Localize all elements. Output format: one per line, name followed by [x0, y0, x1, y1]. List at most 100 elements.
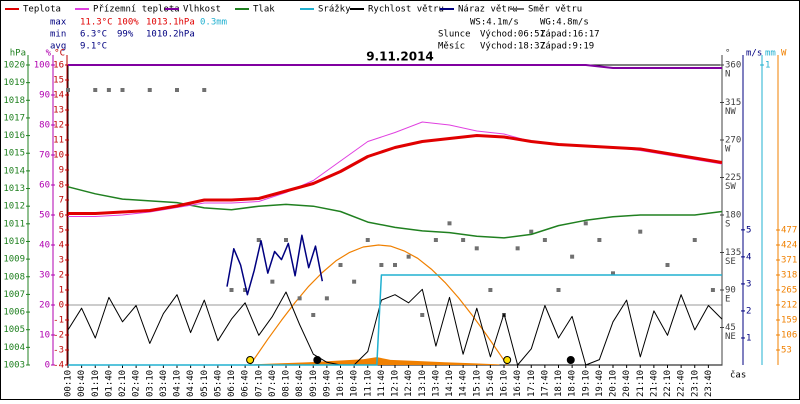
scatter-point: [106, 88, 111, 92]
y-tick-label: 3: [746, 279, 751, 289]
scatter-point: [665, 263, 670, 267]
stat-value: 1010.2hPa: [146, 30, 195, 40]
moon-marker: [313, 356, 322, 364]
stat-value: 0.3mm: [200, 18, 227, 28]
scatter-point: [488, 288, 493, 292]
stat-value: 100%: [117, 18, 139, 28]
y-tick-label: 12: [53, 121, 64, 131]
sun-set: Západ:16:17: [540, 30, 600, 40]
moon-set: Západ:9:19: [540, 42, 594, 52]
sun-marker: [246, 356, 255, 364]
scatter-point: [256, 238, 261, 242]
series-line: [67, 288, 723, 366]
y-tick-label: 7: [59, 196, 64, 206]
series-line: [68, 64, 722, 69]
y-tick-label: 70: [39, 151, 50, 161]
y-tick-label: 4: [59, 241, 64, 251]
y-tick-label: 53: [781, 346, 792, 356]
y-tick-label: 1: [746, 333, 751, 343]
y-tick-label: 212: [781, 301, 797, 311]
y-tick-label: 1016: [3, 131, 25, 141]
x-tick-label: 21:40: [649, 370, 659, 397]
sun-marker: [503, 356, 512, 364]
y-tick-label: 159: [781, 316, 797, 326]
axis-title: m/s: [746, 49, 762, 59]
x-tick-label: 01:40: [104, 370, 114, 397]
x-tick-label: 19:10: [581, 370, 591, 397]
x-tick-label: 22:40: [677, 370, 687, 397]
y-tick-label: -3: [53, 346, 64, 356]
stat-value: 9.1°C: [80, 42, 107, 52]
scatter-point: [243, 288, 248, 292]
legend-label: Rychlost větru: [368, 5, 444, 15]
y-tick-label: 4: [746, 252, 751, 262]
stat-label: min: [50, 30, 66, 40]
scatter-point: [597, 238, 602, 242]
axis-title: hPa: [10, 49, 26, 59]
stat-value: 1013.1hPa: [146, 18, 195, 28]
y-tick-label: 1010: [3, 237, 25, 247]
x-tick-label: 13:10: [418, 370, 428, 397]
x-tick-label: 07:10: [254, 370, 264, 397]
y-tick-label: 1014: [3, 166, 25, 176]
y-tick-label: 20: [39, 301, 50, 311]
x-tick-label: 22:10: [663, 370, 673, 397]
y-tick-label: 0: [45, 361, 50, 371]
scatter-point: [420, 313, 425, 317]
y-tick-label: 1015: [3, 149, 25, 159]
series-line: [249, 244, 508, 366]
wind-info: WS:4.1m/s: [470, 18, 519, 28]
x-tick-label: 10:10: [336, 370, 346, 397]
y-tick-label: 1006: [3, 308, 25, 318]
y-tick-label: 1020: [3, 61, 25, 71]
x-tick-label: 03:10: [145, 370, 155, 397]
legend-label: Tlak: [253, 5, 275, 15]
y-tick-label: 3: [59, 256, 64, 266]
y-tick-name: SE: [725, 257, 736, 267]
y-tick-name: SW: [725, 182, 736, 192]
y-tick-label: 15: [53, 76, 64, 86]
axis-title: °: [725, 49, 730, 59]
y-tick-label: 1: [59, 286, 64, 296]
scatter-point: [284, 238, 288, 242]
y-tick-label: 90: [39, 91, 50, 101]
sun-label: Slunce: [438, 30, 471, 40]
y-tick-label: 0: [59, 301, 64, 311]
x-tick-label: 04:10: [173, 370, 183, 397]
y-tick-label: 1018: [3, 96, 25, 106]
y-tick-name: NW: [725, 107, 736, 117]
legend-label: Srážky: [318, 5, 351, 15]
y-tick-label: 1009: [3, 255, 25, 265]
y-tick-label: 45: [725, 323, 736, 333]
scatter-point: [297, 296, 302, 301]
y-tick-label: 1: [765, 61, 770, 71]
scatter-point: [583, 221, 588, 226]
y-tick-label: 30: [39, 271, 50, 281]
x-tick-label: 18:40: [568, 370, 578, 397]
scatter-point: [433, 238, 438, 242]
y-tick-label: 5: [746, 225, 751, 235]
stat-label: max: [50, 18, 67, 28]
y-tick-label: 2: [746, 306, 751, 316]
series-line: [226, 234, 324, 296]
x-tick-label: 15:40: [486, 370, 496, 397]
y-tick-label: 270: [725, 136, 741, 146]
y-tick-label: 1012: [3, 202, 25, 212]
legend-label: Směr větru: [528, 5, 582, 15]
scatter-point: [638, 229, 643, 234]
y-tick-label: 1005: [3, 325, 25, 335]
scatter-point: [270, 279, 275, 284]
x-tick-label: 20:40: [622, 370, 632, 397]
y-tick-label: 225: [725, 173, 741, 183]
x-tick-label: 09:10: [309, 370, 319, 397]
y-tick-label: 1003: [3, 361, 25, 371]
x-tick-label: 08:10: [282, 370, 292, 397]
y-tick-label: 60: [39, 181, 50, 191]
scatter-point: [338, 263, 343, 267]
scatter-point: [175, 88, 179, 92]
y-tick-label: -1: [53, 316, 64, 326]
y-tick-label: 80: [39, 121, 50, 131]
stat-value: 6.3°C: [80, 30, 107, 40]
y-tick-label: 371: [781, 256, 797, 266]
moon-rise: Východ:18:37: [480, 42, 545, 52]
